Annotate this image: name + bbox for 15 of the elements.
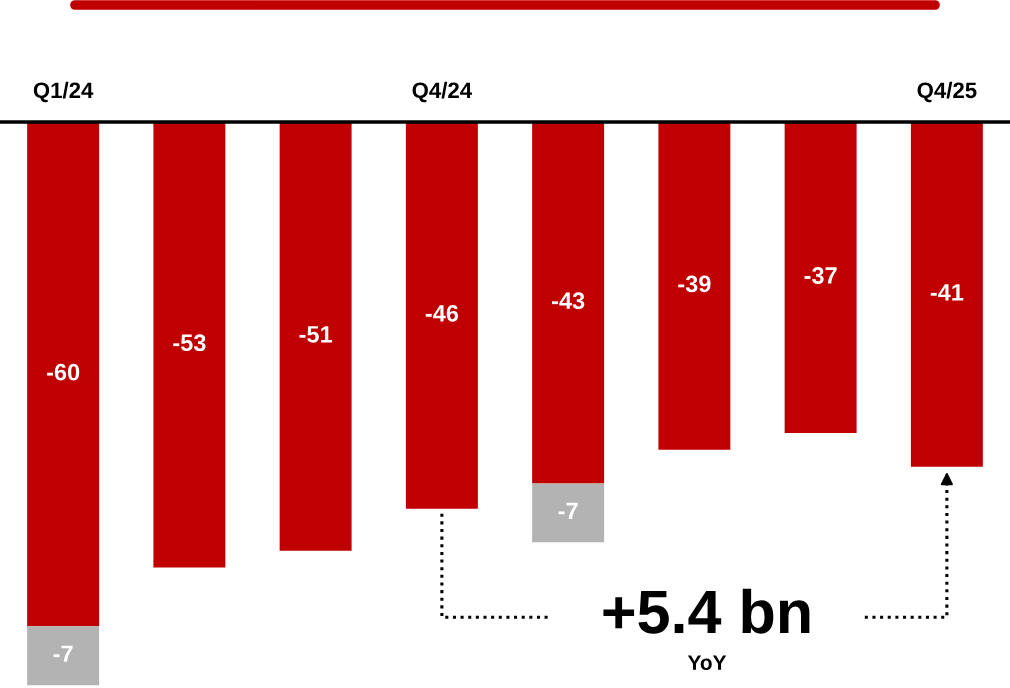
data-label: -53 — [173, 334, 206, 352]
x-tick-label: Q4/24 — [412, 81, 473, 103]
data-label: -39 — [678, 275, 711, 293]
data-label: -51 — [299, 326, 333, 343]
data-label: -60 — [46, 363, 80, 381]
annotation: YoY — [687, 655, 727, 670]
data-label: -37 — [804, 267, 837, 284]
data-label: -46 — [425, 304, 459, 322]
x-tick-label: Q1/24 — [33, 81, 94, 103]
data-label: -41 — [930, 284, 964, 301]
x-tick-label: Q4/25 — [917, 81, 977, 103]
data-label: -7 — [53, 645, 73, 662]
annotation: +5.4 bn — [603, 588, 810, 634]
data-label: -7 — [558, 502, 578, 519]
data-label: -43 — [551, 292, 585, 310]
